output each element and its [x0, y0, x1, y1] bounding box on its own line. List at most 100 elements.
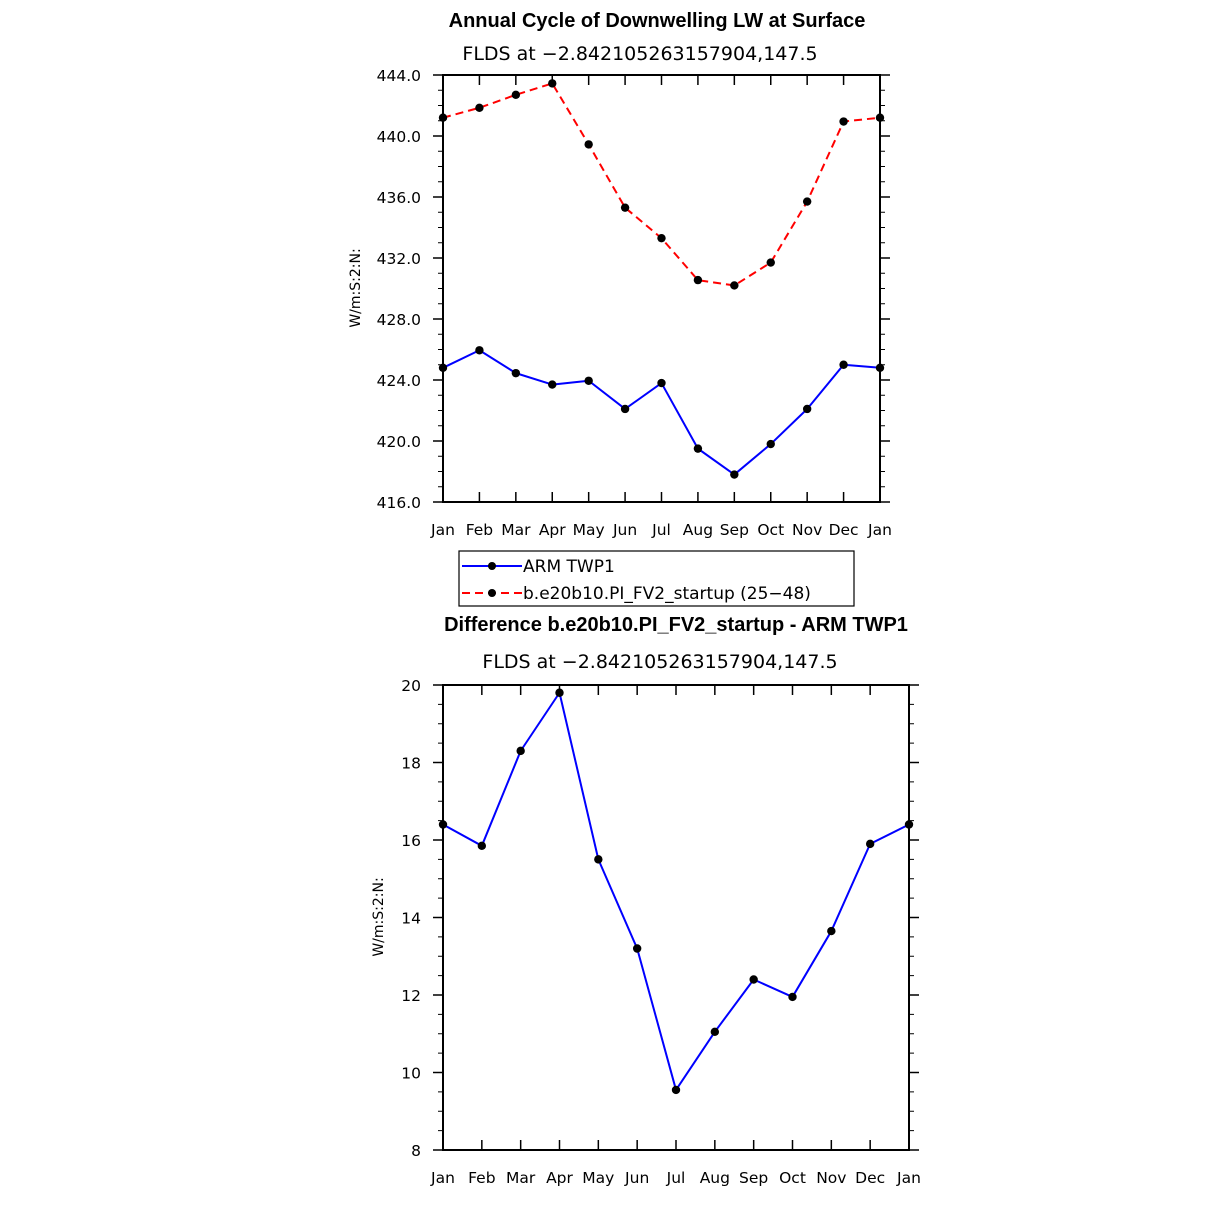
data-point: [693, 275, 703, 285]
y-tick-label: 20: [401, 677, 421, 695]
legend-marker-arm: [488, 562, 496, 570]
x-tick-label: Dec: [829, 521, 859, 539]
y-axis-label: W/m:S:2:N:: [348, 248, 364, 327]
plot-frame: [442, 74, 881, 503]
data-point: [584, 376, 593, 385]
y-tick-label: 420.0: [377, 433, 421, 451]
series-line-1: [442, 82, 881, 287]
data-point: [584, 140, 593, 149]
x-tick-label: Nov: [816, 1169, 846, 1187]
data-point: [548, 79, 557, 88]
data-point: [594, 855, 603, 864]
y-tick-label: 18: [401, 755, 421, 773]
x-tick-label: Jun: [624, 1169, 649, 1187]
data-point: [438, 363, 448, 372]
legend-box: [458, 550, 855, 607]
data-point: [839, 117, 848, 126]
chart-difference: Difference b.e20b10.PI_FV2_startup - ARM…: [371, 614, 921, 1187]
x-tick-label: Mar: [506, 1169, 536, 1187]
series-line-0: [442, 691, 910, 1091]
x-tick-label: Apr: [546, 1169, 573, 1187]
x-tick-label: Jan: [430, 1169, 455, 1187]
data-point: [438, 820, 448, 829]
data-point: [827, 926, 836, 936]
x-tick-label: Jan: [896, 1169, 921, 1187]
x-tick-label: Jan: [430, 521, 455, 539]
x-tick-label: Feb: [466, 521, 493, 539]
legend: ARM TWP1 b.e20b10.PI_FV2_startup (25−48): [458, 550, 855, 607]
y-tick-label: 8: [411, 1142, 421, 1160]
x-tick-label: Oct: [757, 521, 784, 539]
data-point: [875, 113, 885, 122]
chart-title: Annual Cycle of Downwelling LW at Surfac…: [449, 10, 866, 32]
data-point: [730, 470, 739, 479]
x-tick-label: Jul: [651, 521, 671, 539]
x-tick-label: Apr: [539, 521, 566, 539]
data-point: [766, 258, 775, 267]
y-tick-label: 10: [401, 1065, 421, 1083]
y-tick-label: 440.0: [377, 128, 421, 146]
data-point: [693, 444, 703, 453]
data-point: [511, 90, 521, 100]
data-point: [632, 944, 642, 953]
data-point: [802, 404, 812, 414]
plot-frame: [442, 684, 910, 1151]
x-tick-label: Sep: [720, 521, 749, 539]
data-point: [875, 363, 885, 372]
data-point: [438, 113, 448, 122]
x-tick-label: May: [573, 521, 605, 539]
chart-annual-cycle: Annual Cycle of Downwelling LW at Surfac…: [348, 10, 892, 607]
data-point: [477, 841, 487, 851]
y-tick-label: 416.0: [377, 494, 421, 512]
data-point: [511, 368, 521, 378]
y-axis-label: W/m:S:2:N:: [371, 877, 387, 956]
y-tick-label: 424.0: [377, 372, 421, 390]
data-point: [749, 975, 758, 984]
legend-marker-model: [488, 589, 496, 597]
data-point: [710, 1027, 720, 1037]
legend-label-model: b.e20b10.PI_FV2_startup (25−48): [523, 584, 811, 604]
data-point: [671, 1085, 681, 1095]
plot-area: Jan Feb Mar Apr May Jun Jul Aug Sep Oct Nov Dec Jan 8…: [401, 677, 921, 1187]
data-point: [516, 746, 525, 756]
series-line-0: [442, 349, 881, 476]
data-point: [730, 281, 739, 290]
data-point: [839, 360, 848, 369]
x-tick-label: Mar: [501, 521, 531, 539]
x-tick-label: Aug: [700, 1169, 730, 1187]
y-tick-label: 14: [401, 910, 421, 928]
data-point: [904, 820, 914, 829]
data-point: [620, 404, 630, 414]
y-tick-label: 12: [401, 987, 421, 1005]
x-tick-label: Jun: [612, 521, 637, 539]
x-tick-label: Jul: [666, 1169, 686, 1187]
x-tick-label: May: [582, 1169, 614, 1187]
chart-subtitle: FLDS at −2.842105263157904,147.5: [462, 43, 817, 65]
x-tick-label: Sep: [739, 1169, 768, 1187]
x-tick-label: Oct: [779, 1169, 806, 1187]
x-tick-label: Feb: [468, 1169, 495, 1187]
y-tick-label: 432.0: [377, 250, 421, 268]
data-point: [766, 439, 775, 449]
data-point: [788, 992, 797, 1002]
data-point: [657, 378, 666, 388]
data-point: [865, 839, 875, 849]
y-tick-label: 428.0: [377, 311, 421, 329]
data-point: [802, 197, 812, 206]
chart-title: Difference b.e20b10.PI_FV2_startup - ARM…: [444, 614, 908, 636]
data-point: [657, 233, 666, 243]
y-tick-label: 444.0: [377, 67, 421, 85]
y-tick-label: 16: [401, 832, 421, 850]
chart-subtitle: FLDS at −2.842105263157904,147.5: [482, 651, 837, 673]
y-tick-label: 436.0: [377, 189, 421, 207]
data-point: [555, 688, 564, 697]
data-point: [475, 346, 484, 355]
x-tick-label: Nov: [792, 521, 822, 539]
data-point: [475, 103, 484, 112]
data-point: [548, 380, 557, 389]
x-tick-label: Dec: [855, 1169, 885, 1187]
x-tick-label: Aug: [683, 521, 713, 539]
legend-label-arm: ARM TWP1: [523, 557, 615, 577]
data-point: [620, 203, 630, 212]
